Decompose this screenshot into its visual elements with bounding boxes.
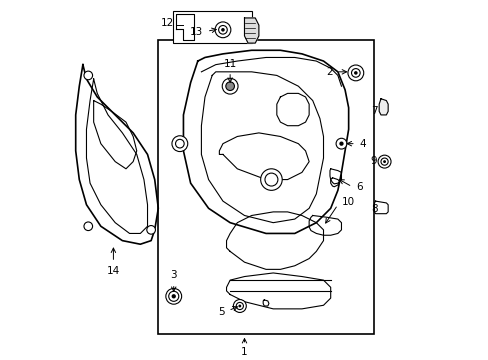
Text: 5: 5 [218,307,224,318]
Circle shape [382,160,385,163]
Text: 7: 7 [370,106,377,116]
Circle shape [84,71,92,80]
Circle shape [146,226,155,234]
Text: 11: 11 [223,59,236,69]
Circle shape [215,22,230,38]
Polygon shape [378,99,387,115]
Text: 13: 13 [189,27,203,37]
Text: 4: 4 [359,139,366,149]
Circle shape [172,136,187,152]
Text: 2: 2 [325,67,332,77]
Circle shape [335,138,346,149]
Circle shape [218,26,227,34]
Text: 8: 8 [370,204,377,214]
Circle shape [84,222,92,230]
Circle shape [380,158,387,165]
Circle shape [377,155,390,168]
Circle shape [168,291,179,301]
Circle shape [264,173,277,186]
Text: 1: 1 [241,347,247,357]
Circle shape [225,82,234,90]
Bar [172,11,251,43]
Circle shape [238,305,241,307]
Bar [158,40,373,334]
Text: 3: 3 [170,270,177,280]
Circle shape [233,300,246,312]
Text: 10: 10 [341,197,354,207]
Polygon shape [244,18,258,43]
Circle shape [353,71,357,75]
Circle shape [165,288,181,304]
Circle shape [351,69,359,77]
Circle shape [347,65,363,81]
Circle shape [236,302,243,310]
Circle shape [260,169,282,190]
Text: 6: 6 [355,183,362,193]
Circle shape [222,78,238,94]
Text: 12: 12 [161,18,174,28]
Text: 14: 14 [106,266,120,276]
Circle shape [171,294,176,298]
Text: 9: 9 [370,156,377,166]
Circle shape [221,28,224,32]
Circle shape [175,139,184,148]
Circle shape [339,141,343,146]
